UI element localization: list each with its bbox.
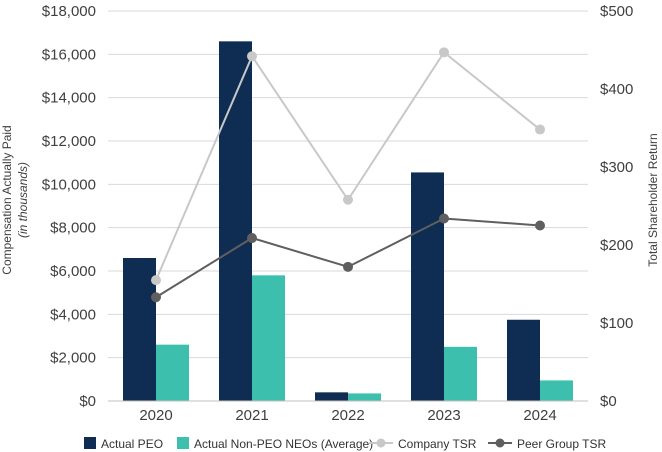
right-tick-label: $500 [600, 3, 633, 20]
legend-label: Actual PEO [101, 437, 163, 451]
bar-actual-non-peo-neos [252, 275, 285, 401]
bar-actual-peo [411, 172, 444, 401]
bar-actual-non-peo-neos [444, 346, 477, 401]
left-tick-label: $12,000 [42, 133, 96, 150]
right-axis-ticks: $0 $100 $200 $300 $400 $500 [600, 3, 633, 410]
right-tick-label: $0 [600, 393, 617, 410]
company-tsr-point [247, 51, 257, 62]
legend-dot-marker [376, 438, 386, 448]
x-tick-label: 2023 [427, 407, 460, 424]
right-tick-label: $300 [600, 159, 633, 176]
bar-actual-non-peo-neos [540, 380, 573, 401]
left-tick-label: $0 [79, 393, 96, 410]
left-tick-label: $18,000 [42, 3, 96, 20]
x-tick-label: 2022 [331, 407, 364, 424]
legend-swatch [177, 437, 189, 449]
legend-label: Peer Group TSR [517, 437, 606, 451]
left-tick-label: $2,000 [50, 350, 96, 367]
left-axis-title: Compensation Actually Paid [0, 125, 14, 274]
company-tsr-point [151, 275, 161, 286]
peer-group-tsr-point [343, 261, 353, 272]
left-tick-label: $6,000 [50, 263, 96, 280]
right-tick-label: $100 [600, 315, 633, 332]
left-tick-label: $4,000 [50, 306, 96, 323]
legend-swatch [84, 437, 96, 449]
right-axis-title: Total Shareholder Return [646, 133, 660, 266]
bar-actual-peo [123, 258, 156, 401]
right-tick-label: $400 [600, 81, 633, 98]
company-tsr-point [535, 124, 545, 135]
legend: Actual PEO Actual Non-PEO NEOs (Average) C… [84, 437, 606, 451]
peer-group-tsr-point [151, 292, 161, 303]
left-tick-label: $14,000 [42, 90, 96, 107]
left-axis-ticks: $0 $2,000 $4,000 $6,000 $8,000 $10,000 $12,000… [42, 3, 96, 410]
company-tsr-point [343, 194, 353, 205]
bar-actual-non-peo-neos [348, 393, 381, 401]
bar-actual-peo [315, 392, 348, 401]
left-tick-label: $16,000 [42, 46, 96, 63]
x-tick-label: 2024 [523, 407, 556, 424]
legend-dot-marker [495, 438, 505, 448]
x-axis-ticks: 2020 2021 2022 2023 2024 [139, 407, 556, 424]
bar-actual-non-peo-neos [156, 344, 189, 401]
x-tick-label: 2021 [235, 407, 268, 424]
x-tick-label: 2020 [139, 407, 172, 424]
legend-label: Company TSR [398, 437, 477, 451]
company-tsr-point [439, 47, 449, 58]
legend-label: Actual Non-PEO NEOs (Average) [194, 437, 373, 451]
right-tick-label: $200 [600, 237, 633, 254]
bar-actual-peo [507, 319, 540, 401]
left-tick-label: $10,000 [42, 176, 96, 193]
peer-group-tsr-point [535, 220, 545, 231]
left-axis-subtitle: (in thousands) [16, 162, 30, 238]
peer-group-tsr-point [247, 232, 257, 243]
line-series [151, 47, 545, 303]
left-tick-label: $8,000 [50, 220, 96, 237]
bar-series [108, 41, 588, 402]
peer-group-tsr-point [439, 213, 449, 224]
company-tsr-line [155, 50, 541, 281]
peer-group-tsr-line [155, 217, 541, 299]
bar-actual-peo [219, 41, 252, 401]
